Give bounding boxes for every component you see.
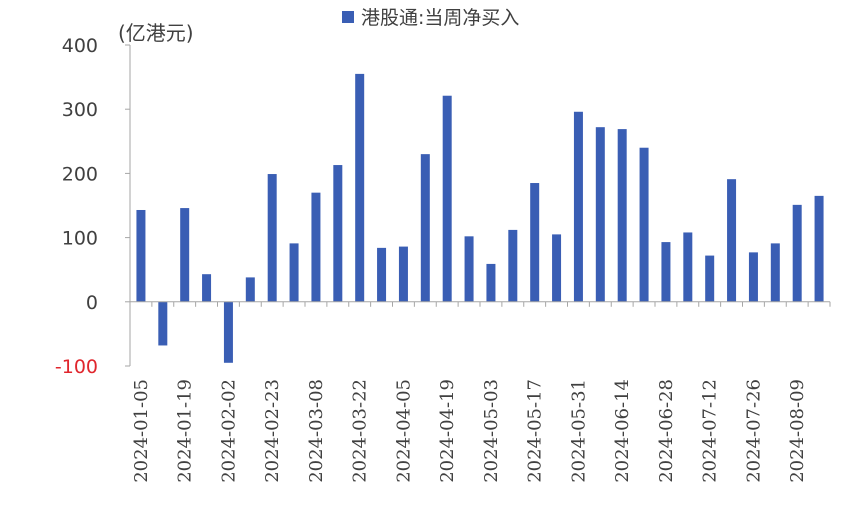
- bar: [683, 232, 693, 302]
- bar: [311, 192, 321, 302]
- x-tick-label: 2024-07-12: [700, 379, 721, 483]
- y-tick-label: 300: [62, 99, 98, 121]
- bar: [267, 174, 277, 302]
- x-tick-label: 2024-01-19: [175, 379, 196, 483]
- y-tick-label: 100: [62, 228, 98, 250]
- y-tick-label: -100: [55, 356, 98, 378]
- bar: [355, 73, 365, 302]
- legend-swatch: [342, 11, 354, 23]
- x-tick-label: 2024-02-02: [218, 379, 239, 483]
- x-tick-label: 2024-06-28: [656, 379, 677, 483]
- bar: [245, 277, 255, 302]
- bar: [530, 183, 540, 302]
- bar: [136, 209, 146, 302]
- y-tick-label: 0: [86, 292, 98, 314]
- legend: 港股通:当周净买入: [342, 7, 519, 29]
- y-axis-ticks: -100 0 100 200 300 400: [55, 35, 98, 378]
- bar: [158, 301, 168, 346]
- x-tick-label: 2024-03-22: [350, 379, 371, 483]
- x-axis-ticks: 2024-01-05 2024-01-19 2024-02-02 2024-02-23…: [131, 379, 808, 483]
- bar: [617, 129, 627, 302]
- bar: [552, 234, 562, 302]
- x-tick-label: 2024-05-17: [525, 379, 546, 483]
- bar: [705, 255, 715, 302]
- bar: [792, 204, 802, 302]
- x-tick-label: 2024-02-23: [262, 379, 283, 483]
- x-tick-label: 2024-04-05: [393, 379, 414, 483]
- x-tick-label: 2024-07-26: [743, 379, 764, 483]
- x-tick-label: 2024-04-19: [437, 379, 458, 483]
- bar: [464, 236, 474, 302]
- x-tick-label: 2024-06-14: [612, 379, 633, 483]
- bar: [333, 165, 343, 302]
- x-tick-label: 2024-03-08: [306, 379, 327, 483]
- bar: [377, 247, 387, 302]
- x-tick-label: 2024-01-05: [131, 379, 152, 483]
- bar: [508, 229, 518, 302]
- x-tick-label: 2024-05-31: [568, 379, 589, 483]
- bar: [289, 243, 299, 302]
- x-tick-label: 2024-05-03: [481, 379, 502, 483]
- bar: [202, 274, 212, 302]
- bar: [180, 208, 190, 302]
- bar: [770, 243, 780, 302]
- bar: [223, 301, 233, 363]
- bar: [639, 147, 649, 302]
- bar: [661, 242, 671, 302]
- bar: [420, 154, 430, 302]
- y-tick-label: 200: [62, 163, 98, 185]
- bar: [398, 246, 408, 302]
- axes: [125, 44, 831, 367]
- bar: [814, 195, 824, 302]
- bars: [136, 73, 824, 363]
- bar: [595, 127, 605, 302]
- y-tick-label: 400: [62, 35, 98, 57]
- bar: [573, 111, 583, 302]
- unit-label: (亿港元): [118, 21, 194, 45]
- bar: [486, 263, 496, 302]
- bar: [748, 252, 758, 302]
- bar: [442, 95, 452, 302]
- bar: [727, 179, 737, 302]
- legend-label: 港股通:当周净买入: [361, 7, 519, 29]
- x-tick-label: 2024-08-09: [787, 379, 808, 483]
